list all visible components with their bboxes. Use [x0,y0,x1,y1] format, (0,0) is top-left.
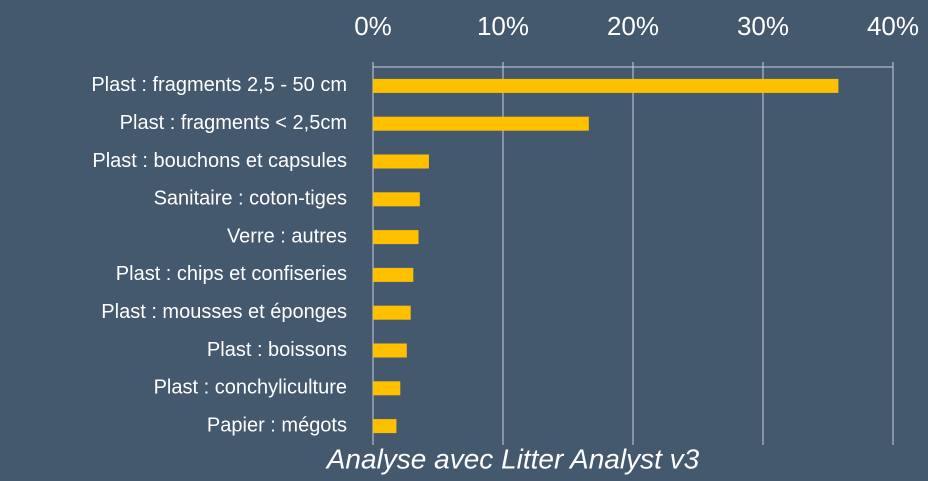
bar [373,154,429,169]
y-tick-label: Verre : autres [227,225,347,247]
bar [373,381,401,396]
y-tick-label: Plast : bouchons et capsules [92,150,347,172]
y-tick-label: Plast : conchyliculture [154,377,347,399]
y-tick-label: Plast : chips et confiseries [116,263,347,285]
x-tick-label: 40% [867,11,919,41]
x-tick-label: 0% [354,11,392,41]
y-tick-label: Plast : fragments < 2,5cm [120,112,347,134]
bar [373,305,411,320]
y-tick-label: Plast : mousses et éponges [101,301,347,323]
bar [373,192,420,207]
y-tick-label: Plast : fragments 2,5 - 50 cm [91,74,347,96]
y-tick-label: Plast : boissons [207,339,347,361]
bar [373,116,589,131]
bar [373,78,839,93]
x-tick-label: 10% [477,11,529,41]
y-tick-label: Papier : mégots [207,414,347,436]
bar [373,230,419,245]
annotation: Analyse avec Litter Analyst v3 [325,443,700,474]
x-tick-label: 20% [607,11,659,41]
bar [373,343,407,358]
bar [373,267,414,282]
y-tick-label: Sanitaire : coton-tiges [154,188,347,210]
bar [373,419,397,434]
x-tick-label: 30% [737,11,789,41]
